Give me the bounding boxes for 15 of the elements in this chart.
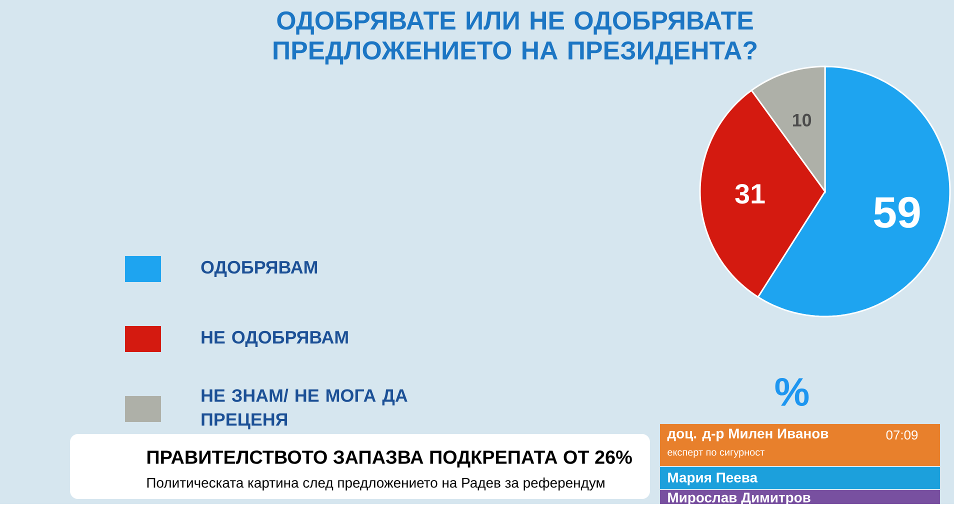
text: експерт по сигурност: [668, 450, 765, 458]
chart-title: ОДОБРЯВАТЕ ИЛИ НЕ ОДОБРЯВАТЕ ПРЕДЛОЖЕНИЕТО НА ПРЕЗИДЕНТА?: [274, 11, 757, 64]
legend-label: ОДОБРЯВАМ: [201, 260, 318, 277]
data-label: 31: [735, 184, 765, 204]
text: Мария Пеева: [668, 472, 758, 486]
data-label: 59: [874, 196, 920, 228]
text: Политическата картина след предложението на Радев за референдум: [147, 477, 604, 490]
legend-label: НЕ ОДОБРЯВАМ: [202, 330, 348, 347]
text: доц. д-р Милен Иванов: [667, 428, 828, 442]
text: Мирослав Димитров: [668, 492, 810, 506]
data-label: 10: [792, 114, 812, 126]
text: 07:09: [886, 430, 918, 440]
text: %: [775, 378, 809, 406]
legend-label: НЕ ЗНАМ/ НЕ МОГА ДА ПРЕЦЕНЯ: [202, 388, 408, 430]
text: ПРАВИТЕЛСТВОТО ЗАПАЗВА ПОДКРЕПАТА ОТ 26%: [147, 450, 632, 468]
